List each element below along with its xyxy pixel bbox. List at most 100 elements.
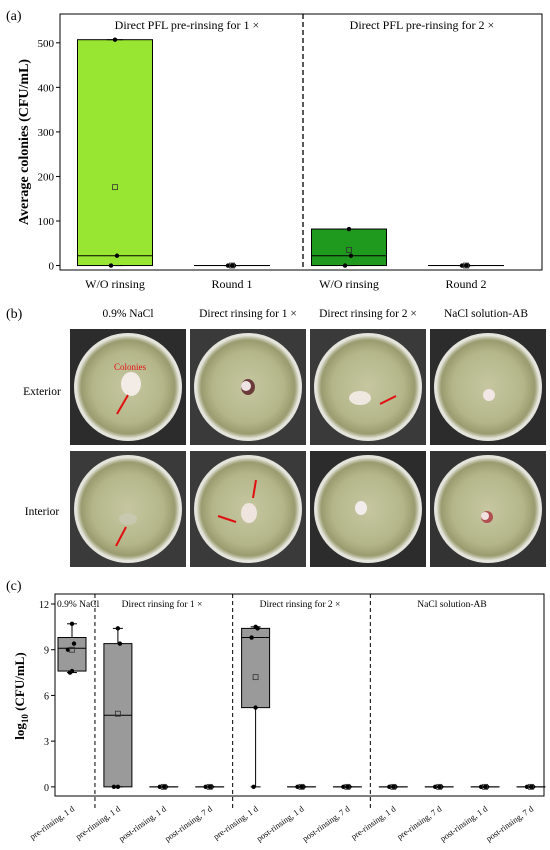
data-point (67, 670, 73, 675)
panel-a-y-ticks: 0 100 200 300 400 500 (38, 38, 60, 273)
data-point (231, 263, 237, 268)
arrow-exterior-nacl (116, 394, 129, 415)
mean-marker (346, 247, 352, 253)
y-tick-label: 12 (39, 600, 49, 611)
box-3 (149, 783, 179, 790)
arrow-interior-rinse1-a (252, 479, 257, 499)
panel-a-section-label-1: Direct PFL pre-rinsing for 1 × (115, 18, 260, 32)
box-7 (332, 783, 362, 790)
panel-a-x-tick-labels: W/O rinsing Round 1 W/O rinsing Round 2 (85, 277, 486, 291)
y-tick-label: 9 (44, 646, 49, 657)
y-tick-label: 100 (38, 216, 55, 228)
x-tick-label: pre-rinsing, 1 d (211, 803, 260, 842)
mean-marker (69, 646, 75, 653)
mean-marker (112, 184, 118, 191)
x-tick-label: pre-rinsing, 7 d (395, 803, 444, 842)
panel-c-label: (c) (6, 579, 22, 594)
x-tick-label: post-rinsing, 1 d (117, 803, 169, 843)
box-4 (195, 783, 225, 790)
mean-marker (390, 783, 397, 790)
panel-b-column-label-3: Direct rinsing for 2 × (319, 308, 417, 320)
data-point (393, 784, 398, 790)
box-2 (103, 626, 133, 790)
data-point (117, 641, 123, 646)
mean-marker (160, 783, 167, 790)
y-tick-label: 6 (44, 691, 49, 702)
data-point (301, 784, 306, 790)
mean-marker (252, 674, 259, 681)
data-point (157, 784, 162, 790)
y-tick-label: 0 (44, 783, 49, 794)
x-tick-label: Round 1 (211, 277, 252, 291)
data-point (111, 784, 117, 790)
panel-b-column-label-2: Direct rinsing for 1 × (199, 308, 297, 320)
panel-b-row-label-interior: Interior (25, 506, 60, 518)
data-point (253, 705, 258, 710)
photo-interior-rinse2 (310, 451, 426, 567)
y-tick-label: 300 (38, 127, 55, 139)
x-tick-label: post-rinsing, 7 d (163, 803, 215, 843)
data-point (163, 784, 168, 790)
box-6 (287, 783, 316, 790)
data-point (209, 784, 214, 790)
mean-marker (528, 783, 534, 790)
x-tick-label: post-rinsing, 7 d (484, 803, 536, 843)
box-8 (378, 783, 408, 790)
photo-exterior-rinse1 (190, 329, 306, 445)
panel-a-plot-frame (59, 13, 543, 271)
x-tick-label: post-rinsing, 7 d (300, 803, 352, 843)
box-5 (241, 624, 271, 790)
data-point (524, 784, 530, 790)
data-point (478, 784, 484, 790)
x-tick-label: pre-rinsing, 1 d (28, 803, 77, 842)
data-point (530, 784, 536, 790)
y-tick-label: 0 (49, 261, 55, 273)
panel-c-y-axis-title: log10 (CFU/mL) (12, 652, 30, 739)
panel-a-boxes (77, 37, 504, 269)
panel-c-y-ticks: 0 3 6 9 12 (39, 600, 55, 794)
panel-c: (c) log10 (CFU/mL) 0.9% NaCl Direct rins… (6, 579, 546, 843)
data-point (108, 263, 114, 268)
panel-a-label: (a) (6, 9, 22, 24)
mean-marker (463, 262, 469, 269)
data-point (341, 784, 346, 790)
photo-interior-nacl (70, 451, 186, 567)
panel-b-column-label-1: 0.9% NaCl (102, 308, 153, 320)
mean-marker (206, 783, 213, 790)
panel-c-section-label-3: Direct rinsing for 2 × (260, 599, 341, 610)
panel-c-section-dividers (94, 594, 371, 808)
box-9 (424, 783, 454, 790)
photo-exterior-rinse2 (310, 329, 426, 445)
data-point (484, 784, 490, 790)
box-11 (516, 783, 546, 790)
mean-marker (115, 710, 121, 717)
y-tick-label: 3 (44, 737, 49, 748)
y-tick-label: 500 (38, 38, 55, 50)
box-1 (57, 621, 87, 675)
panel-a-y-axis-title: Average colonies (CFU/mL) (17, 59, 32, 225)
x-tick-label: W/O rinsing (85, 277, 145, 291)
x-tick-label: pre-rinsing, 1 d (349, 803, 398, 842)
panel-c-section-label-2: Direct rinsing for 1 × (122, 599, 203, 610)
panel-b: (b) 0.9% NaCl Direct rinsing for 1 × Dir… (6, 307, 546, 567)
x-tick-label: W/O rinsing (319, 277, 379, 291)
data-point (459, 263, 465, 268)
data-point (347, 784, 352, 790)
data-point (348, 253, 354, 258)
x-tick-label: post-rinsing, 1 d (438, 803, 490, 843)
panel-c-boxes (57, 621, 546, 790)
data-point (249, 635, 254, 640)
box-3 (311, 226, 387, 268)
data-point (255, 626, 260, 631)
data-point (342, 263, 348, 268)
x-tick-label: post-rinsing, 1 d (254, 803, 306, 843)
panel-a: (a) Direct PFL pre-rinsing for 1 × Direc… (6, 9, 543, 291)
data-point (346, 226, 352, 232)
box-4 (428, 262, 504, 269)
x-tick-label: Round 2 (445, 277, 486, 291)
panel-b-column-label-4: NaCl solution-AB (444, 308, 528, 320)
data-point (433, 784, 438, 790)
panel-c-section-label-1: 0.9% NaCl (57, 600, 100, 610)
